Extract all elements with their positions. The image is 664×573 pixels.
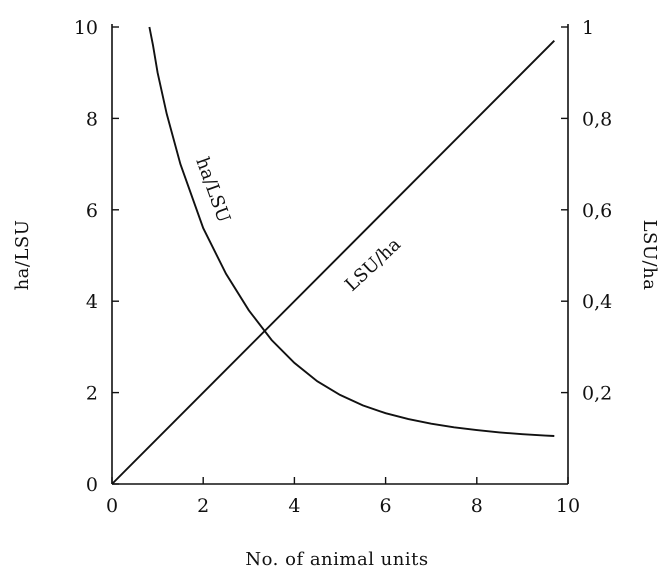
series-label-lsu-per-ha: LSU/ha [341,234,405,296]
x-tick-label: 8 [471,495,483,517]
x-axis-title: No. of animal units [245,549,428,570]
y-left-tick-label: 4 [86,291,98,313]
y-right-tick-label: 0,4 [582,291,612,313]
y-left-tick-label: 10 [74,17,98,39]
x-tick-label: 0 [106,495,118,517]
series-group [111,26,555,485]
y-axis-right-title: LSU/ha [639,220,660,291]
y-right-tick-label: 0,8 [582,108,612,130]
y-right-tick-label: 1 [582,17,594,39]
series-line-lsu-per-ha [111,40,555,485]
y-left-tick-label: 6 [86,200,98,222]
y-right-tick-label: 0,6 [582,200,612,222]
y-left-tick-label: 0 [86,474,98,496]
x-tick-label: 2 [197,495,209,517]
x-tick-label: 6 [380,495,392,517]
y-left-tick-label: 2 [86,383,98,405]
labels: 0 2 4 6 8 10 0 2 4 6 8 10 0,2 0,4 0,6 0,8 1 No. of animal… [12,17,660,570]
y-left-tick-label: 8 [86,108,98,130]
y-axis-left-title: ha/LSU [12,220,33,291]
y-right-tick-label: 0,2 [582,383,612,405]
x-tick-label: 4 [288,495,300,517]
axes [111,24,569,485]
x-tick-label: 10 [556,495,580,517]
series-line-ha-per-lsu [148,26,555,437]
